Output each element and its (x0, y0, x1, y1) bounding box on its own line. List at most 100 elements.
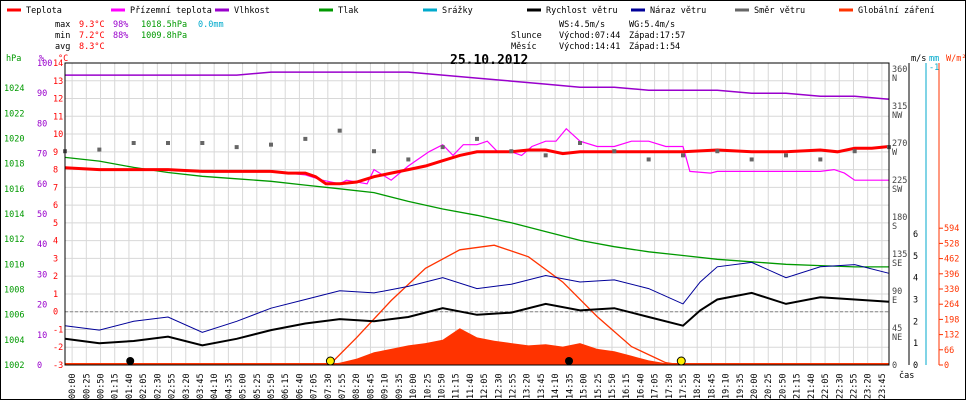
hpa-tick-label: 1016 (4, 185, 24, 195)
x-tick-label: 05:50 (267, 373, 277, 399)
pct-tick-label: 30 (37, 270, 47, 280)
degc-tick-label: -3 (53, 361, 63, 371)
ms-tick-label: 4 (913, 274, 918, 284)
x-tick-label: 17:55 (679, 373, 689, 399)
pct-tick-label: 90 (37, 89, 47, 99)
wm2-tick-label: 198 (944, 315, 959, 325)
stats-max-rain: 0.0mm (198, 20, 224, 30)
x-tick-label: 12:05 (480, 373, 490, 399)
sunset-marker (676, 356, 686, 366)
x-tick-label: 21:15 (793, 373, 803, 399)
info-slunce-rise: Východ:07:44 (559, 31, 620, 41)
x-tick-label: 00:25 (82, 373, 92, 399)
axis-unit-ms: m/s (911, 54, 926, 64)
ms-tick-label: 0 (913, 361, 918, 371)
wm2-tick-label: 594 (944, 224, 959, 234)
x-tick-label: 11:15 (452, 373, 462, 399)
wind-direction-point (749, 157, 754, 162)
pct-tick-label: 60 (37, 180, 47, 190)
legend-label: Tlak (338, 6, 358, 16)
pct-tick-label: 0 (37, 361, 42, 371)
pct-tick-label: 80 (37, 119, 47, 129)
info-mesic-rise: Východ:14:41 (559, 42, 620, 52)
wm2-tick-label: 528 (944, 239, 959, 249)
degc-tick-label: -1 (53, 325, 63, 335)
plot-frame (64, 62, 890, 366)
axis-tick-mm: -1 (929, 63, 939, 73)
degc-tick-label: 5 (53, 219, 58, 229)
degc-tick-label: -2 (53, 343, 63, 353)
degc-tick-label: 3 (53, 254, 58, 264)
dir-tick-label: NE (892, 333, 902, 343)
x-tick-label: 09:35 (395, 373, 405, 399)
x-tick-label: 06:15 (281, 373, 291, 399)
info-mesic-set: Západ:1:54 (629, 42, 680, 52)
x-tick-label: 19:35 (736, 373, 746, 399)
wind-direction-point (406, 157, 411, 162)
ms-tick-label: 5 (913, 252, 918, 262)
x-tick-label: 23:20 (864, 373, 874, 399)
wind-direction-point (200, 141, 205, 145)
x-tick-label: 02:05 (139, 373, 149, 399)
x-tick-label: 06:40 (295, 373, 305, 399)
plot-area (63, 62, 891, 366)
axis-unit-degc: °C (58, 54, 68, 64)
axis-unit-mm: mm (929, 54, 939, 64)
hpa-tick-label: 1024 (4, 84, 24, 94)
x-tick-label: 20:00 (750, 373, 760, 399)
hpa-tick-label: 1020 (4, 135, 24, 145)
axis-unit-pct: % (39, 54, 44, 64)
wind-direction-point (612, 149, 617, 154)
x-tick-label: 10:00 (409, 373, 419, 399)
wind-gust-line (64, 261, 890, 333)
x-tick-label: 19:10 (722, 373, 732, 399)
wind-direction-point (646, 157, 651, 162)
stats-min-temp: 7.2°C (79, 31, 105, 41)
moonrise-marker (565, 357, 574, 365)
dir-tick-label: 360 (892, 65, 907, 75)
info-block: WS:4.5m/s WG:5.4m/s Slunce Východ:07:44 … (511, 20, 685, 52)
wind-direction-point (681, 153, 685, 158)
x-tick-label: 07:30 (324, 373, 334, 399)
x-tick-label: 10:50 (437, 373, 447, 399)
hpa-tick-label: 1014 (4, 210, 24, 220)
legend-label: Rychlost větru (546, 6, 618, 16)
legend-label: Náraz větru (650, 6, 706, 16)
dir-tick-label: 45 (892, 324, 902, 334)
wind-direction-point (166, 141, 170, 145)
x-tick-label: 04:10 (210, 373, 220, 399)
x-tick-label: 23:45 (878, 373, 888, 399)
wm2-tick-label: 330 (944, 285, 959, 295)
x-tick-label: 22:05 (821, 373, 831, 399)
hpa-tick-label: 1022 (4, 109, 24, 119)
pct-tick-label: 10 (37, 331, 47, 341)
wind-direction-point (852, 149, 857, 154)
sunrise-marker (325, 356, 335, 366)
x-tick-label: 02:55 (168, 373, 178, 399)
wind-direction-point (509, 149, 514, 154)
stats-max-hum: 98% (113, 20, 128, 30)
dir-tick-label: 180 (892, 213, 907, 223)
info-wg: WG:5.4m/s (629, 20, 675, 30)
wind-speed-line (64, 291, 890, 347)
axis-label-cas: čas (899, 370, 914, 381)
pct-tick-label: 70 (37, 150, 47, 160)
dir-tick-label: 315 (892, 102, 907, 112)
x-tick-label: 11:40 (466, 373, 476, 399)
x-tick-label: 15:00 (580, 373, 590, 399)
x-tick-label: 03:45 (196, 373, 206, 399)
legend-label: Vlhkost (234, 6, 270, 16)
wm2-tick-label: 264 (944, 300, 959, 310)
wind-direction-point (578, 141, 582, 145)
wind-direction-point (303, 136, 308, 141)
dir-tick-label: SE (892, 259, 902, 269)
wm2-tick-label: 396 (944, 270, 959, 280)
radiation-theoretical-line (328, 244, 682, 366)
pct-tick-label: 50 (37, 210, 47, 220)
axis-unit-wm2: W/m² (946, 54, 965, 64)
x-tick-label: 05:00 (239, 373, 249, 399)
degc-tick-label: 11 (53, 112, 63, 122)
ms-tick-label: 2 (913, 317, 918, 327)
hpa-tick-label: 1006 (4, 311, 24, 321)
wind-direction-point (372, 149, 376, 154)
